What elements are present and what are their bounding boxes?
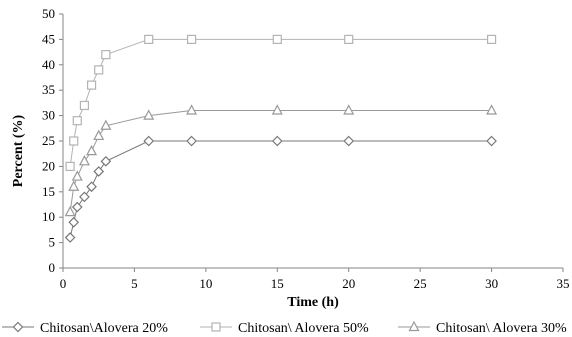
diamond-marker (186, 135, 197, 147)
x-tick-label: 10 (199, 276, 212, 291)
x-tick-label: 0 (60, 276, 67, 291)
diamond-marker (93, 166, 105, 177)
diamond-marker (79, 191, 90, 203)
square-marker (94, 65, 104, 75)
series-line (69, 110, 492, 213)
diamond-marker (271, 135, 283, 147)
square-marker (72, 116, 82, 126)
x-tick-label: 20 (342, 276, 355, 291)
y-tick-label: 10 (42, 209, 55, 224)
y-tick-label: 35 (42, 82, 55, 97)
square-marker (272, 34, 282, 45)
square-marker (344, 34, 354, 45)
triangle-marker (71, 170, 83, 181)
axes: 0 5 10 15 20 25 30 35 40 45 50 0 5 10 15 20 25 30 35 (42, 6, 570, 291)
square-marker (144, 34, 154, 45)
legend-item-3: Chitosan\ Alovera 30% (398, 320, 567, 336)
legend-square-marker (211, 322, 221, 332)
series-2 (65, 34, 497, 171)
legend-item-1: Chitosan\Alovera 20% (2, 321, 168, 336)
x-tick-label: 5 (131, 276, 138, 291)
triangle-marker (186, 104, 198, 115)
y-tick-label: 0 (49, 260, 56, 275)
series-line (69, 38, 492, 167)
square-marker (101, 50, 111, 60)
triangle-marker (100, 119, 112, 130)
legend: Chitosan\Alovera 20% Chitosan\ Alovera 50… (2, 320, 567, 336)
series-1 (64, 135, 497, 243)
diamond-marker (343, 135, 355, 147)
y-tick-label: 45 (42, 31, 55, 46)
triangle-marker (86, 144, 98, 156)
triangle-marker (64, 205, 76, 217)
diamond-marker (86, 181, 97, 193)
legend-label: Chitosan\ Alovera 50% (238, 321, 369, 336)
diamond-marker (71, 201, 83, 213)
square-marker (79, 100, 90, 111)
x-tick-label: 15 (271, 276, 284, 291)
triangle-marker (486, 104, 498, 115)
y-tick-label: 5 (49, 235, 56, 250)
y-tick-label: 40 (42, 57, 55, 72)
legend-triangle-marker (408, 320, 420, 332)
y-tick-label: 15 (42, 184, 55, 199)
square-marker (186, 34, 197, 45)
square-marker (69, 136, 79, 146)
y-tick-label: 20 (42, 158, 55, 173)
legend-item-2: Chitosan\ Alovera 50% (200, 321, 369, 336)
series-3 (64, 104, 498, 217)
square-marker (65, 161, 75, 171)
legend-label: Chitosan\ Alovera 30% (436, 321, 567, 336)
series-layer (64, 34, 498, 243)
y-tick-label: 25 (42, 133, 55, 148)
diamond-marker (64, 232, 76, 243)
x-axis-title: Time (h) (287, 295, 339, 310)
diamond-marker (68, 216, 80, 228)
triangle-marker (343, 104, 355, 115)
triangle-marker (143, 109, 155, 120)
y-tick-label: 30 (42, 108, 55, 123)
triangle-marker (78, 155, 90, 166)
x-tick-label: 35 (557, 276, 570, 291)
legend-label: Chitosan\Alovera 20% (40, 321, 168, 336)
legend-diamond-marker (12, 321, 24, 333)
y-axis-title: Percent (%) (11, 114, 26, 187)
diamond-marker (143, 135, 155, 147)
diamond-marker (100, 155, 112, 167)
diamond-marker (486, 135, 497, 147)
x-tick-label: 25 (414, 276, 427, 291)
square-marker (86, 80, 97, 90)
series-line (69, 140, 492, 238)
y-tick-label: 50 (42, 6, 55, 21)
triangle-marker (93, 129, 105, 141)
triangle-marker (271, 104, 283, 115)
x-tick-label: 30 (485, 276, 498, 291)
square-marker (486, 34, 497, 45)
triangle-marker (68, 180, 80, 191)
